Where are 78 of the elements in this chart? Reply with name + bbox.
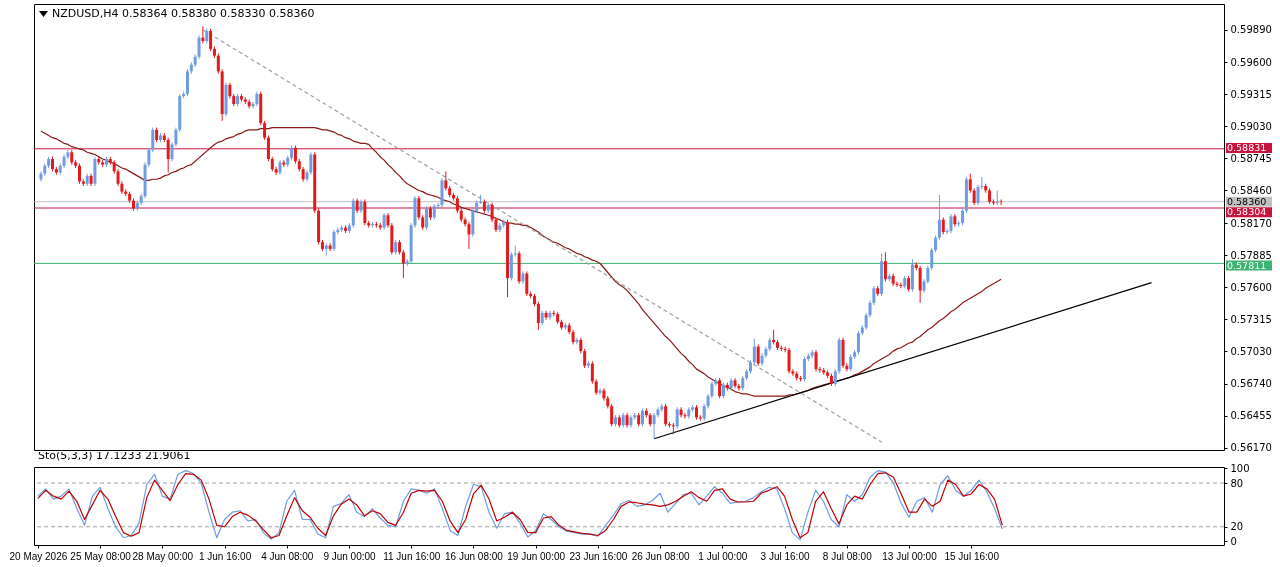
candlestick <box>814 349 818 372</box>
ref-line-label: 0.58360 <box>1227 195 1267 207</box>
candlestick <box>509 251 513 281</box>
candlestick <box>883 251 887 282</box>
y-tick-label: 0.59030 <box>1230 120 1272 132</box>
y-tick-label: 0.58170 <box>1230 217 1272 229</box>
candlestick <box>328 242 332 252</box>
candlestick <box>166 137 170 174</box>
x-tick-label: 19 Jun 00:00 <box>507 550 566 562</box>
y-tick-label: 20 <box>1230 521 1244 533</box>
y-tick-label: 0.56455 <box>1230 410 1272 422</box>
candlestick <box>417 195 421 221</box>
candlestick <box>787 347 791 375</box>
chart-title: Sto(5,3,3) 17.1233 21.9061 <box>38 449 191 463</box>
x-tick-label: 9 Jun 00:00 <box>323 550 377 562</box>
x-tick-label: 20 May 2026 <box>9 550 68 562</box>
x-tick-label: 15 Jul 16:00 <box>944 550 1000 562</box>
y-tick-label: 0.57315 <box>1230 313 1272 325</box>
y-tick-label: 0.56170 <box>1230 442 1272 454</box>
candlestick <box>536 301 540 331</box>
x-tick-label: 3 Jul 16:00 <box>760 550 810 562</box>
candlestick <box>401 249 405 279</box>
y-tick-label: 0.58745 <box>1230 152 1272 164</box>
candlestick <box>266 134 270 162</box>
x-tick-label: 1 Jun 16:00 <box>198 550 252 562</box>
y-tick-label: 0.57600 <box>1230 281 1272 293</box>
x-tick-label: 11 Jun 16:00 <box>383 550 441 562</box>
candlestick <box>471 207 475 238</box>
candlestick <box>856 330 860 356</box>
y-tick-label: 0.56740 <box>1230 378 1272 390</box>
candlestick <box>598 387 602 396</box>
y-tick-label: 0.59890 <box>1230 24 1272 36</box>
candlestick <box>675 406 679 430</box>
y-tick-label: 0.58460 <box>1230 184 1272 196</box>
x-tick-label: 25 May 08:00 <box>70 550 132 562</box>
y-tick-label: 0.57885 <box>1230 249 1272 261</box>
candlestick <box>548 310 552 321</box>
candlestick <box>263 120 267 141</box>
candlestick <box>525 270 529 297</box>
candlestick <box>995 189 999 206</box>
ref-line-label: 0.58304 <box>1227 206 1267 218</box>
candlestick <box>999 198 1003 206</box>
candlestick <box>363 198 367 226</box>
candlestick <box>756 343 760 367</box>
candlestick <box>77 163 81 185</box>
y-tick-label: 0.57030 <box>1230 345 1272 357</box>
candlestick <box>282 159 286 168</box>
x-tick-label: 8 Jul 08:00 <box>822 550 873 562</box>
candlestick <box>752 338 756 366</box>
candlestick <box>444 170 448 191</box>
candlestick <box>216 52 220 75</box>
ref-line-label: 0.57811 <box>1227 259 1267 271</box>
x-tick-label: 26 Jun 08:00 <box>631 550 690 562</box>
chart-title: NZDUSD,H4 0.58364 0.58380 0.58330 0.58360 <box>52 7 315 20</box>
y-tick-label: 100 <box>1230 462 1250 474</box>
x-tick-label: 28 May 00:00 <box>132 550 194 562</box>
x-tick-label: 23 Jun 16:00 <box>569 550 628 562</box>
x-tick-label: 1 Jul 00:00 <box>698 550 748 562</box>
candlestick <box>467 221 471 250</box>
candlestick <box>895 280 899 288</box>
y-tick-label: 80 <box>1230 477 1244 489</box>
candlestick <box>899 282 903 289</box>
y-tick-label: 0 <box>1230 535 1237 547</box>
candlestick <box>201 25 205 44</box>
candlestick <box>209 28 213 52</box>
x-tick-label: 16 Jun 08:00 <box>445 550 504 562</box>
x-tick-label: 4 Jun 08:00 <box>261 550 314 562</box>
line-series <box>40 126 1002 397</box>
candlestick <box>976 184 980 206</box>
x-tick-label: 13 Jul 00:00 <box>882 550 938 562</box>
y-tick-label: 0.59600 <box>1230 56 1272 68</box>
candlestick <box>918 265 922 304</box>
candlestick <box>949 213 953 234</box>
candlestick <box>544 310 548 321</box>
candlestick <box>332 229 336 252</box>
candlestick <box>937 194 941 241</box>
ref-line-label: 0.58831 <box>1227 141 1267 153</box>
y-tick-label: 0.59315 <box>1230 88 1272 100</box>
